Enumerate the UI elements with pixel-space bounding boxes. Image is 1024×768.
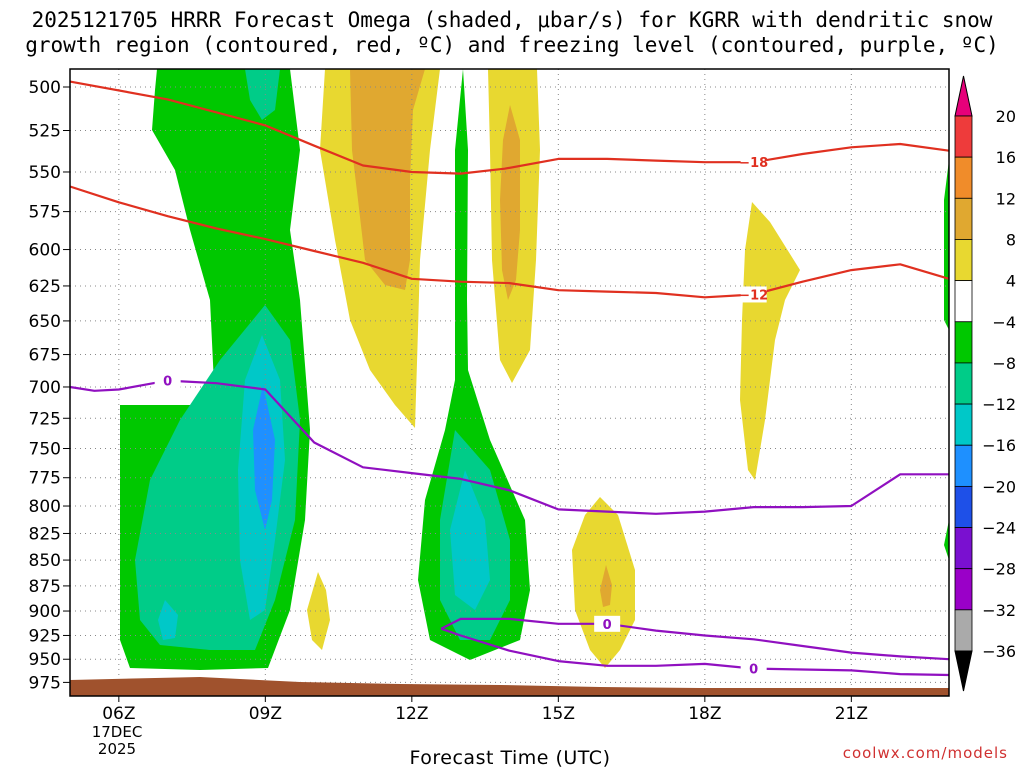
colorbar: 20 16 12 8 4 −4 −8 −12 −16 −20 −24 −28 −32 −36 bbox=[954, 75, 1016, 692]
colorbar-swatch bbox=[954, 568, 973, 611]
omega-cyan-core-east bbox=[450, 470, 490, 610]
colorbar-label: −8 bbox=[992, 354, 1016, 373]
freezing-level-contour-label-bg bbox=[594, 615, 621, 632]
colorbar-swatch bbox=[954, 321, 973, 364]
freezing-level-contour-line bbox=[440, 617, 950, 661]
plot-frame bbox=[69, 68, 950, 697]
colorbar-label: 16 bbox=[996, 148, 1016, 167]
colorbar-swatch bbox=[954, 197, 973, 240]
x-axis-label: Forecast Time (UTC) bbox=[410, 747, 611, 768]
y-tick-label: 775 bbox=[29, 469, 61, 489]
y-tick-label: 975 bbox=[29, 673, 61, 693]
colorbar-label: 20 bbox=[996, 107, 1016, 126]
colorbar-swatch bbox=[954, 280, 973, 323]
y-tick-label: 525 bbox=[29, 122, 61, 142]
colorbar-swatch bbox=[954, 156, 973, 199]
colorbar-label: −20 bbox=[982, 477, 1016, 496]
colorbar-label: −36 bbox=[982, 642, 1016, 661]
y-tick-label: 850 bbox=[29, 551, 61, 571]
y-tick-label: 825 bbox=[29, 524, 61, 544]
y-tick-label: 625 bbox=[29, 277, 61, 297]
y-tick-label: 950 bbox=[29, 650, 61, 670]
colorbar-swatch bbox=[954, 239, 973, 282]
omega-orange-core-14z bbox=[500, 105, 520, 300]
y-tick-label: 875 bbox=[29, 577, 61, 597]
y-tick-label: 750 bbox=[29, 439, 61, 459]
colorbar-label: −4 bbox=[992, 313, 1016, 332]
temperature-contour-label-bg bbox=[740, 286, 767, 303]
colorbar-swatch bbox=[954, 444, 973, 487]
freezing-level-contour-label: 0 bbox=[163, 375, 172, 390]
omega-yellow-region-19z bbox=[740, 202, 800, 480]
chart-title-line-1: 2025121705 HRRR Forecast Omega (shaded, … bbox=[31, 8, 993, 32]
colorbar-label: 8 bbox=[1006, 230, 1016, 249]
y-tick-label: 725 bbox=[29, 409, 61, 429]
x-axis: 06Z 09Z 12Z 15Z 18Z 21Z bbox=[102, 696, 868, 724]
colorbar-label: −28 bbox=[982, 560, 1016, 579]
x-tick-label: 15Z bbox=[542, 704, 575, 724]
temperature-contour-label: −12 bbox=[739, 288, 768, 303]
omega-teal-top bbox=[245, 69, 280, 120]
omega-orange-core-16z bbox=[600, 565, 612, 607]
y-tick-label: 600 bbox=[29, 241, 61, 261]
temperature-contour-label: −18 bbox=[739, 156, 768, 171]
y-tick-label: 650 bbox=[29, 312, 61, 332]
colorbar-label: 4 bbox=[1006, 272, 1016, 291]
colorbar-swatch bbox=[954, 527, 973, 570]
x-tick-label: 09Z bbox=[249, 704, 282, 724]
y-tick-label: 925 bbox=[29, 626, 61, 646]
y-tick-label: 700 bbox=[29, 378, 61, 398]
y-tick-label: 675 bbox=[29, 346, 61, 366]
freezing-level-contour-line bbox=[440, 627, 950, 677]
freezing-level-contour-label: 0 bbox=[603, 618, 612, 633]
colorbar-swatch bbox=[954, 403, 973, 446]
colorbar-label: −24 bbox=[982, 519, 1016, 538]
omega-cyan-core-southwest bbox=[158, 600, 178, 640]
temperature-contours: −18 −12 bbox=[69, 80, 950, 303]
colorbar-label: −12 bbox=[982, 395, 1016, 414]
colorbar-label: 12 bbox=[996, 189, 1016, 208]
colorbar-bottom-arrow bbox=[954, 650, 973, 692]
omega-orange-core-11z bbox=[350, 69, 425, 290]
freezing-level-contours: 0 0 0 bbox=[69, 372, 950, 678]
colorbar-swatch bbox=[954, 115, 973, 158]
temperature-contour-line bbox=[69, 80, 950, 175]
terrain-ground bbox=[70, 677, 949, 696]
colorbar-top-arrow bbox=[954, 75, 973, 117]
omega-blue-core bbox=[253, 385, 275, 530]
y-tick-label: 550 bbox=[29, 163, 61, 183]
chart-title-line-2: growth region (contoured, red, ºC) and f… bbox=[25, 33, 999, 57]
credit-text: coolwx.com/models bbox=[842, 744, 1008, 762]
y-tick-label: 500 bbox=[29, 78, 61, 98]
date-label-day: 17DEC bbox=[92, 723, 143, 741]
freezing-level-contour-label-bg bbox=[740, 660, 767, 677]
temperature-contour-line bbox=[69, 185, 950, 299]
omega-green-edge-right bbox=[944, 160, 949, 560]
y-axis: 500 525 550 575 600 625 650 675 700 725 750 775 800 8… bbox=[29, 78, 70, 693]
colorbar-label: −32 bbox=[982, 601, 1016, 620]
colorbar-swatch bbox=[954, 485, 973, 528]
colorbar-swatch bbox=[954, 609, 973, 652]
omega-yellow-region-10z bbox=[307, 572, 330, 650]
temperature-contour-label-bg bbox=[740, 154, 767, 171]
x-tick-label: 06Z bbox=[102, 704, 135, 724]
x-tick-label: 18Z bbox=[688, 704, 721, 724]
y-tick-label: 800 bbox=[29, 497, 61, 517]
colorbar-label: −16 bbox=[982, 436, 1016, 455]
x-tick-label: 21Z bbox=[835, 704, 868, 724]
y-tick-label: 575 bbox=[29, 203, 61, 223]
date-label-year: 2025 bbox=[98, 740, 136, 758]
freezing-level-contour-label-bg bbox=[154, 372, 181, 389]
colorbar-swatch bbox=[954, 362, 973, 405]
freezing-level-contour-label: 0 bbox=[749, 663, 758, 678]
y-tick-label: 900 bbox=[29, 602, 61, 622]
x-tick-label: 12Z bbox=[395, 704, 428, 724]
omega-shading bbox=[120, 69, 949, 670]
